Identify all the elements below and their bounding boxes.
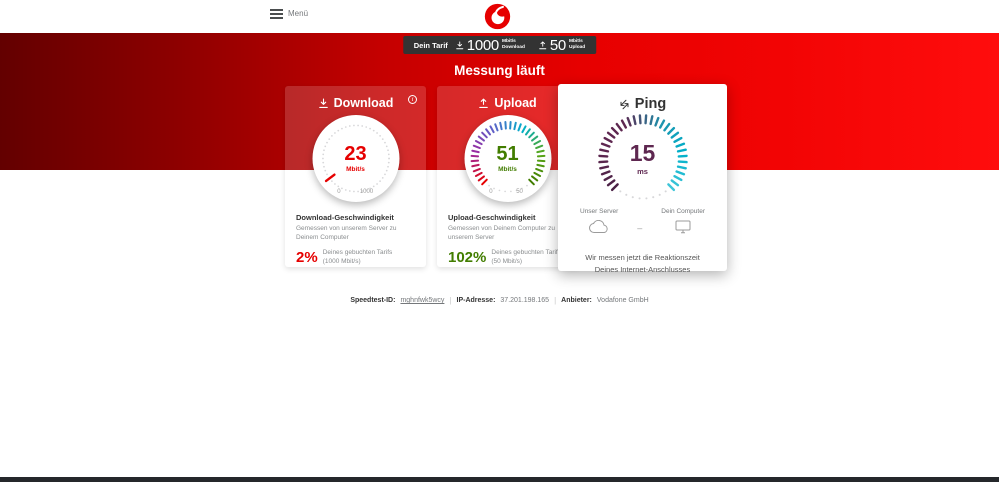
provider-label: Anbieter: — [561, 297, 592, 304]
ping-gauge-dial — [597, 114, 688, 200]
upload-unit: Mbit/s — [498, 166, 517, 173]
download-card-title: Download — [333, 96, 394, 110]
upload-gauge-dial — [470, 121, 545, 193]
download-icon — [318, 98, 328, 108]
upload-percent: 102% — [448, 249, 487, 267]
tariff-download-caption: Download — [501, 45, 525, 50]
download-value: 23 — [344, 143, 367, 165]
ping-gauge: 15 ms — [591, 107, 695, 211]
upload-gauge: 51 Mbit/s 0 50 — [464, 115, 551, 202]
download-percent: 2% — [296, 249, 318, 267]
status-title: Messung läuft — [454, 63, 545, 78]
tariff-download-value: 1000 — [466, 36, 499, 54]
upload-card-title: Upload — [494, 96, 537, 110]
download-scale-max: 1000 — [359, 189, 374, 195]
tariff-download-unit: Mbit/s — [501, 39, 516, 45]
download-icon — [455, 40, 463, 49]
ping-value: 15 — [629, 140, 656, 166]
provider-value: Vodafone GmbH — [596, 297, 649, 304]
speedtest-id-value[interactable]: mghnfwk5wcy — [400, 297, 445, 304]
ip-value: 37.201.198.165 — [500, 297, 550, 304]
ping-icon — [620, 99, 629, 109]
download-percent-note: Deines gebuchten Tarifs — [322, 249, 393, 257]
download-card: Download i 23 Mbit/s 0 1000 Download-Ges… — [285, 86, 426, 267]
upload-card: Upload 51 Mbit/s 0 50 Upload-Geschwindig… — [437, 86, 578, 267]
download-gauge-dial — [321, 124, 390, 193]
tariff-upload: 50 Mbit/s Upload — [538, 37, 585, 54]
ping-message: Wir messen jetzt die Reaktionszeit Deine… — [585, 253, 700, 274]
server-label: Unser Server — [580, 208, 619, 215]
hamburger-icon — [270, 9, 283, 19]
upload-icon — [538, 40, 546, 49]
upload-description: Gemessen von Deinem Computer zu unserem … — [448, 225, 555, 242]
ping-card: Ping 15 ms Unser Server – Dein Computer — [558, 84, 727, 274]
upload-percent-note: Deines gebuchten Tarifs — [491, 249, 561, 257]
client-label: Dein Computer — [661, 208, 705, 215]
upload-heading: Upload-Geschwindigkeit — [448, 213, 536, 222]
cloud-icon — [589, 220, 608, 233]
download-heading: Download-Geschwindigkeit — [296, 213, 394, 222]
page-footer-bar — [0, 477, 999, 482]
monitor-icon — [675, 220, 691, 234]
vodafone-logo[interactable] — [484, 3, 511, 30]
top-header: Menü — [0, 0, 999, 33]
tariff-bar: Dein Tarif 1000 Mbit/s Download 50 Mbit/… — [402, 36, 597, 54]
ping-unit: ms — [637, 167, 648, 176]
upload-value: 51 — [496, 143, 519, 165]
download-gauge: 23 Mbit/s 0 1000 — [312, 115, 399, 202]
ip-label: IP-Adresse: — [456, 297, 496, 304]
upload-scale-max: 50 — [516, 189, 523, 195]
tariff-upload-caption: Upload — [568, 45, 586, 50]
connection-dash: – — [637, 223, 643, 233]
tariff-upload-value: 50 — [549, 36, 566, 54]
info-icon[interactable]: i — [408, 95, 417, 104]
menu-button[interactable]: Menü — [270, 9, 308, 19]
result-meta: Speedtest-ID: mghnfwk5wcy | IP-Adresse: … — [350, 296, 649, 305]
download-percent-note-2: (1000 Mbit/s) — [322, 257, 361, 265]
upload-icon — [479, 98, 489, 108]
menu-label: Menü — [288, 9, 309, 19]
download-scale-min: 0 — [337, 189, 341, 195]
download-unit: Mbit/s — [346, 166, 365, 173]
speedtest-id-label: Speedtest-ID: — [350, 297, 396, 304]
tariff-download: 1000 Mbit/s Download — [455, 37, 525, 54]
tariff-label: Dein Tarif — [413, 40, 448, 50]
upload-percent-note-2: (50 Mbit/s) — [491, 257, 523, 265]
upload-scale-min: 0 — [489, 189, 493, 195]
ping-card-title: Ping — [634, 96, 667, 112]
tariff-upload-unit: Mbit/s — [568, 39, 583, 45]
download-description: Gemessen von unserem Server zu Deinem Co… — [296, 225, 397, 242]
